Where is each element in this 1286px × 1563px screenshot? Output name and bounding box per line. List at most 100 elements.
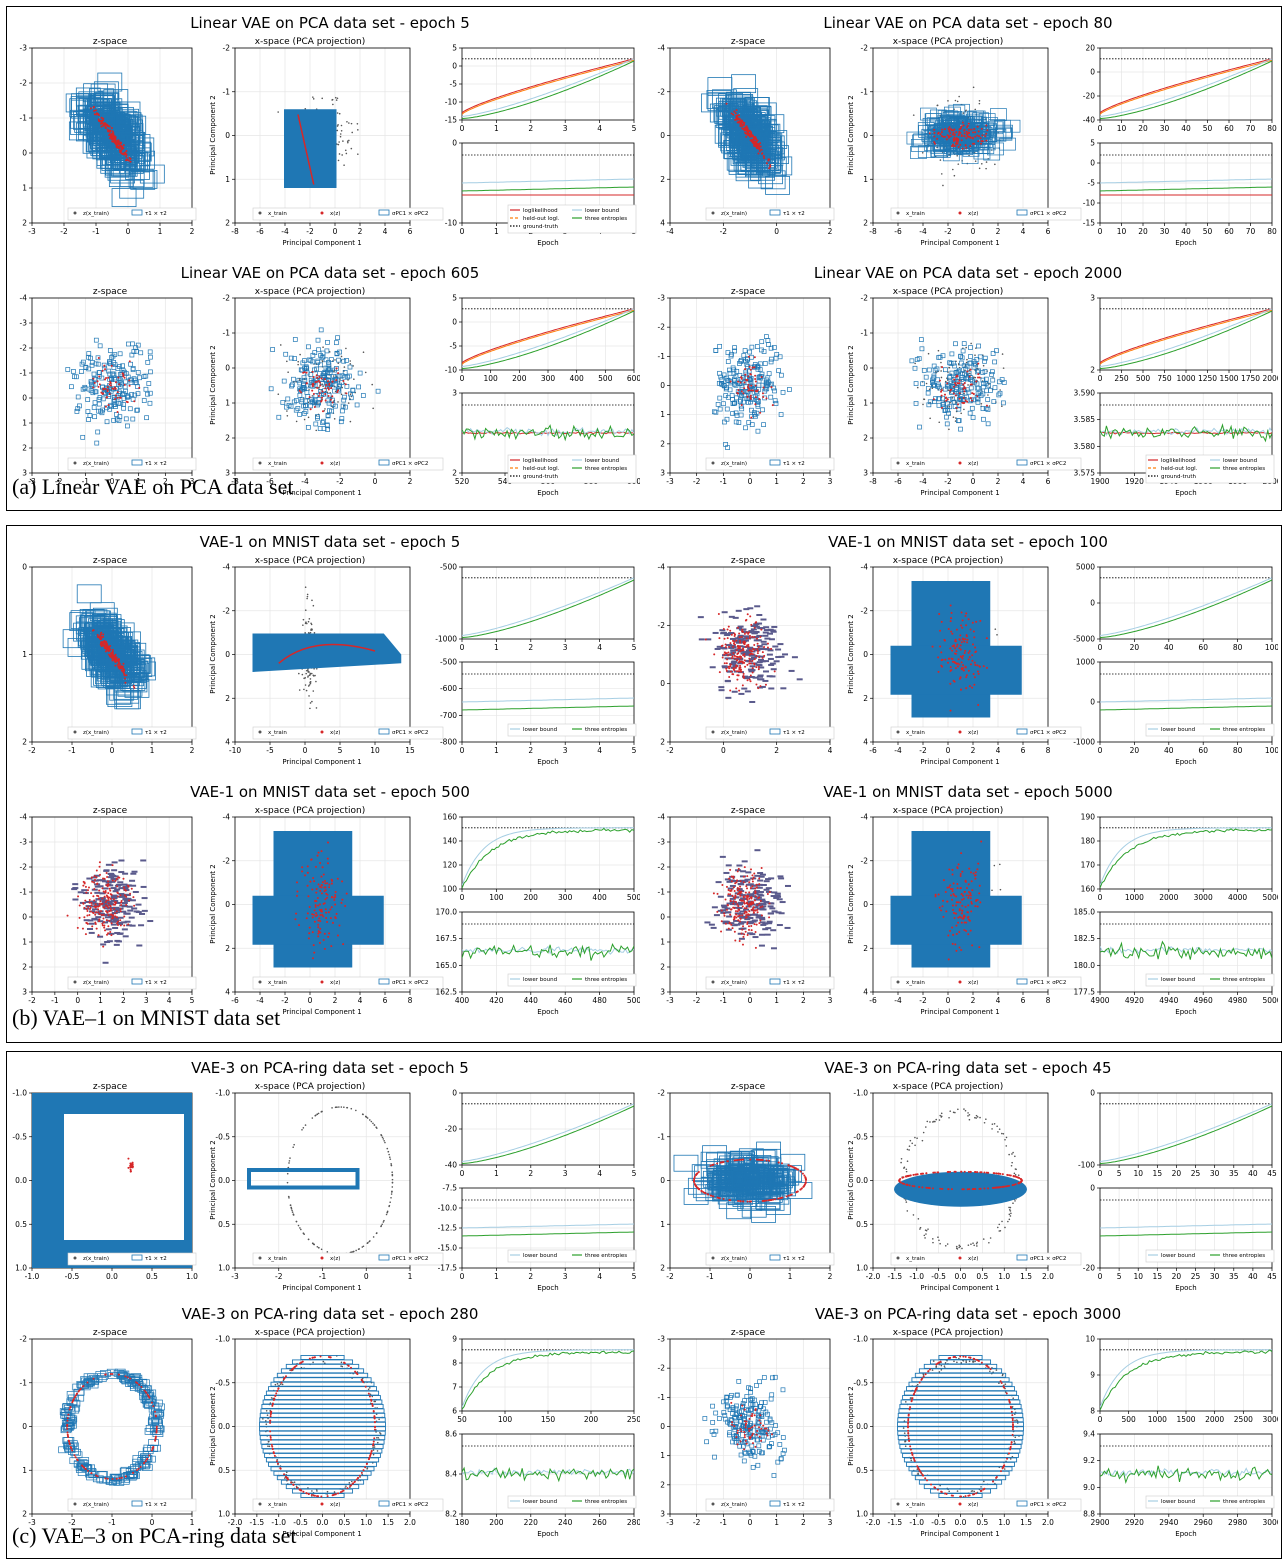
latent-point <box>737 389 740 392</box>
latent-point <box>330 387 333 390</box>
latent-point <box>745 631 748 634</box>
train-point <box>1002 367 1005 369</box>
x-space-title: x-space (PCA projection) <box>893 287 1004 297</box>
variance-box <box>755 366 761 372</box>
variance-box <box>319 355 325 361</box>
latent-point <box>107 376 110 379</box>
train-point <box>347 141 349 144</box>
decoded-point <box>961 147 964 150</box>
latent-point <box>93 113 96 116</box>
variance-box <box>780 687 787 690</box>
x-tick-label: 100 <box>484 374 499 383</box>
decoded-point <box>968 685 971 688</box>
x-tick-label: 300 <box>541 374 556 383</box>
latent-point <box>337 372 340 375</box>
train-point <box>312 674 315 677</box>
latent-point <box>743 632 746 635</box>
variance-box <box>737 638 744 641</box>
latent-point <box>132 685 135 688</box>
plot-marks <box>711 334 792 450</box>
variance-box <box>780 389 786 395</box>
y-tick-label: 2 <box>660 738 665 747</box>
latent-point <box>311 385 314 388</box>
x-tick-label: -6 <box>869 746 877 755</box>
latent-point <box>723 662 726 665</box>
variance-box <box>712 631 719 634</box>
variance-box <box>709 666 716 669</box>
latent-point <box>318 392 321 395</box>
x-tick-label: 1250 <box>1198 374 1217 383</box>
train-point <box>332 103 334 106</box>
curves <box>1100 154 1272 196</box>
latent-point <box>733 657 736 660</box>
y-tick-label: -5 <box>450 80 458 89</box>
variance-box <box>128 361 133 367</box>
latent-point <box>738 689 741 692</box>
variance-box <box>725 350 731 355</box>
decoded-point <box>980 142 983 145</box>
variance-box <box>977 354 983 360</box>
decoded-point <box>971 136 974 139</box>
decoded-point <box>960 126 963 129</box>
y-tick-label: 5 <box>1090 139 1095 148</box>
legend-entry: three entropies <box>1223 466 1265 472</box>
epoch-label: Epoch <box>1175 239 1196 247</box>
latent-point <box>734 118 737 121</box>
variance-box <box>906 131 924 145</box>
variance-box <box>995 127 1013 141</box>
train-point <box>304 622 307 625</box>
train-point <box>362 351 365 354</box>
train-point <box>303 677 305 680</box>
variance-box <box>334 340 339 346</box>
latent-point <box>736 653 739 656</box>
curves <box>462 673 634 711</box>
latent-point <box>757 687 760 690</box>
decoded-point <box>959 648 962 651</box>
heldout-series <box>462 59 634 115</box>
decoded-point <box>971 654 974 657</box>
train-point <box>944 380 947 383</box>
latent-point <box>114 397 117 400</box>
legend-entry: ground-truth <box>523 224 559 230</box>
latent-point <box>743 655 746 658</box>
variance-box <box>124 394 130 400</box>
variance-box <box>975 396 981 402</box>
latent-point <box>761 152 764 155</box>
variance-box <box>126 341 131 347</box>
train-point <box>968 369 970 372</box>
latent-point <box>744 368 747 371</box>
variance-box <box>308 403 313 409</box>
train-point <box>336 125 339 127</box>
variance-box <box>320 350 326 356</box>
variance-box <box>716 645 723 648</box>
train-point <box>306 595 309 598</box>
train-point <box>939 159 942 161</box>
variance-box <box>344 383 350 389</box>
decoded-point <box>976 664 979 667</box>
train-point <box>343 164 345 166</box>
variance-box <box>980 406 986 412</box>
variance-box <box>971 359 977 364</box>
latent-point <box>321 410 324 413</box>
latent-point <box>969 368 972 371</box>
latent-point <box>108 646 111 649</box>
train-point <box>306 593 309 596</box>
variance-box <box>947 375 952 380</box>
decoded-point <box>960 641 963 644</box>
train-point <box>307 416 310 419</box>
train-point <box>299 353 301 356</box>
train-point <box>353 378 355 381</box>
variance-box <box>346 373 352 379</box>
latent-point <box>111 130 114 133</box>
latent-point <box>120 669 123 672</box>
latent-point <box>317 395 320 398</box>
legend-entry: σPC1 × σPC2 <box>1030 461 1066 467</box>
variance-box <box>297 380 303 386</box>
train-point <box>339 133 342 135</box>
train-point <box>326 391 329 394</box>
variance-box <box>937 354 943 360</box>
three-entropies-series <box>462 310 634 370</box>
train-point <box>279 344 282 346</box>
train-point <box>960 412 962 415</box>
latent-point <box>97 119 100 122</box>
